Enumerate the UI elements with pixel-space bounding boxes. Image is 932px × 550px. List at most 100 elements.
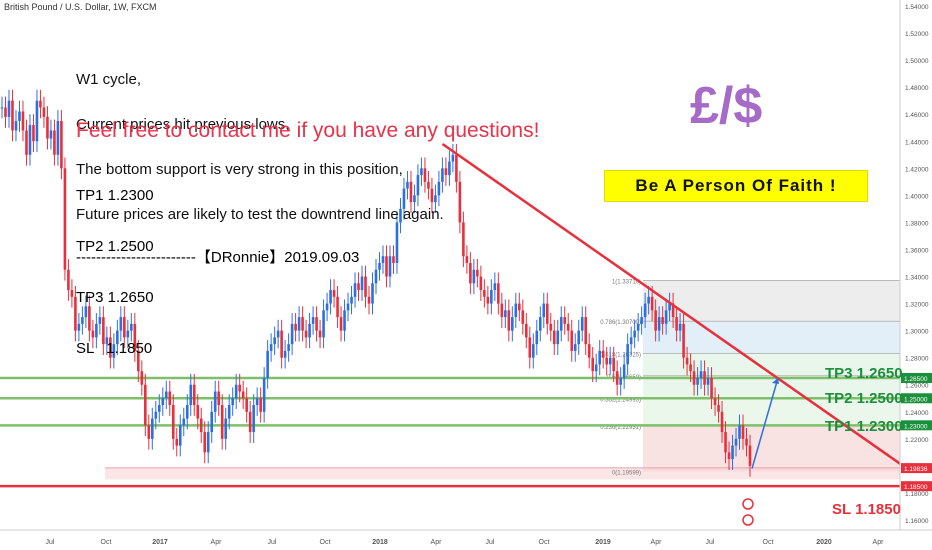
price-candle: [154, 411, 158, 419]
x-tick-label: Oct: [763, 539, 774, 546]
price-candle: [514, 303, 518, 318]
x-tick-label: Apr: [211, 539, 223, 546]
price-candle: [455, 154, 458, 182]
price-candle: [297, 317, 301, 331]
fib-zone: [643, 321, 900, 354]
price-candle: [528, 337, 532, 358]
price-candle: [182, 418, 186, 426]
price-candle: [353, 283, 357, 297]
sl-label: SL 1.1850: [832, 501, 901, 518]
price-candle: [150, 418, 154, 439]
price-candle: [112, 344, 116, 358]
price-candle: [46, 116, 49, 139]
price-candle: [748, 445, 752, 466]
price-candle: [60, 120, 63, 169]
price-candle: [573, 344, 577, 351]
price-candle: [18, 111, 21, 121]
price-candle: [220, 405, 224, 439]
projection-arrowhead: [772, 377, 779, 384]
price-candle: [409, 181, 413, 203]
x-tick-label: Oct: [320, 539, 331, 546]
price-candle: [668, 303, 671, 311]
x-tick-label: Apr: [431, 539, 443, 546]
price-candle: [587, 344, 591, 358]
price-candle: [123, 317, 126, 338]
price-candle: [724, 432, 727, 453]
price-candle: [633, 330, 636, 338]
x-tick-label: Jul: [486, 539, 495, 546]
price-candle: [203, 432, 207, 453]
price-tag: [901, 420, 932, 431]
price-candle: [622, 364, 626, 378]
price-tag-label: 1.18500: [904, 484, 928, 491]
price-candle: [675, 317, 678, 331]
price-candle: [7, 100, 11, 117]
price-candle: [556, 330, 560, 345]
y-tick-label: 1.42000: [905, 166, 929, 173]
x-tick-label: 2017: [152, 539, 168, 546]
x-tick-label: Jul: [46, 539, 55, 546]
price-candle: [178, 425, 182, 446]
price-candle: [164, 391, 168, 399]
price-candle: [325, 303, 329, 311]
price-candle: [458, 181, 462, 223]
price-candle: [552, 330, 556, 345]
price-candle: [283, 350, 287, 358]
price-candle: [640, 317, 643, 324]
price-candle: [664, 310, 668, 324]
price-candle: [483, 290, 486, 297]
price-candle: [392, 256, 395, 263]
pound-dollar-logo: £/$: [690, 77, 763, 135]
price-candle: [462, 222, 465, 257]
price-candle: [416, 175, 420, 196]
price-candle: [241, 391, 245, 399]
y-tick-label: 1.26000: [905, 383, 929, 390]
price-candle: [486, 296, 490, 304]
price-candle: [448, 161, 451, 176]
price-candle: [25, 130, 28, 155]
x-tick-label: Apr: [651, 539, 663, 546]
faith-banner: Be A Person Of Faith !: [604, 170, 868, 202]
price-candle: [745, 438, 748, 446]
price-candle: [671, 303, 675, 318]
y-tick-label: 1.52000: [905, 31, 929, 38]
price-candle: [591, 357, 595, 372]
price-candle: [395, 222, 399, 263]
price-candle: [185, 405, 189, 419]
price-candle: [77, 323, 81, 331]
price-candle: [381, 256, 385, 263]
price-candle: [643, 303, 647, 318]
price-candle: [703, 371, 706, 385]
price-candle: [0, 107, 4, 109]
price-tag-label: 1.23000: [904, 423, 928, 430]
price-candle: [49, 130, 53, 139]
price-candle: [63, 168, 67, 270]
price-candle: [423, 168, 427, 182]
price-candle: [276, 330, 280, 338]
y-tick-label: 1.36000: [905, 247, 929, 254]
price-candle: [273, 337, 276, 345]
price-candle: [713, 398, 717, 406]
price-candle: [367, 296, 371, 304]
y-tick-label: 1.44000: [905, 139, 929, 146]
x-tick-label: 2020: [816, 539, 832, 546]
price-candle: [710, 377, 713, 399]
price-candle: [696, 377, 699, 385]
price-candle: [210, 411, 214, 433]
price-candle: [39, 100, 42, 108]
price-candle: [657, 317, 661, 331]
price-candle: [364, 276, 367, 297]
price-candle: [137, 350, 140, 372]
price-candle: [699, 371, 703, 378]
price-candle: [126, 330, 130, 338]
target-line: SL 1.1850: [76, 340, 153, 357]
price-candle: [535, 330, 539, 345]
price-candle: [549, 323, 553, 331]
price-candle: [542, 303, 546, 318]
price-candle: [612, 357, 615, 372]
price-candle: [577, 330, 581, 345]
target-line: TP1 1.2300: [76, 187, 154, 204]
price-candle: [566, 323, 570, 331]
